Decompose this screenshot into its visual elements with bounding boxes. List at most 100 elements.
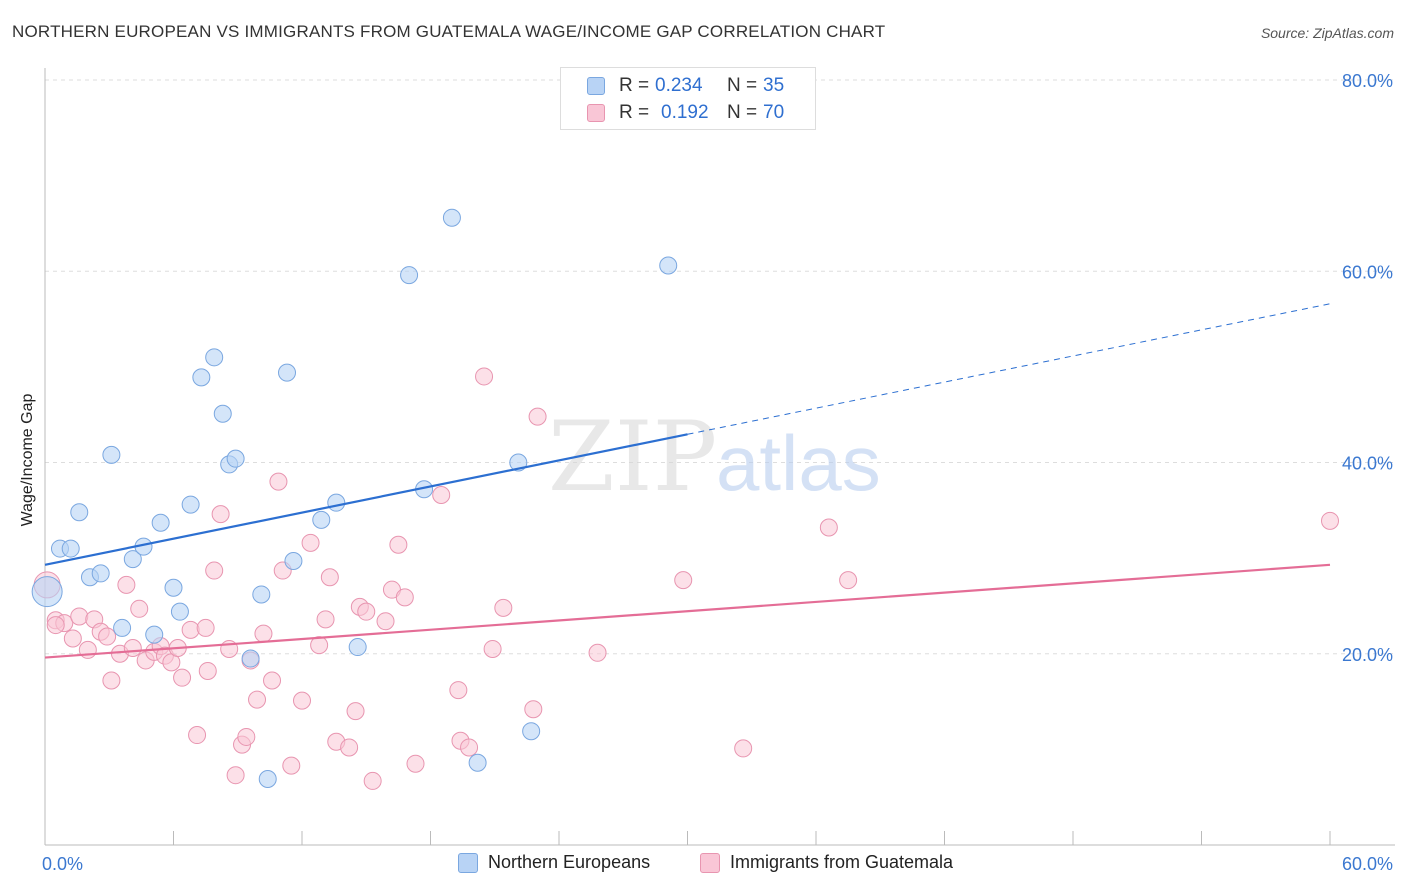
data-point-guatemala [196,618,215,637]
data-point-guatemala [376,612,395,631]
data-point-guatemala [98,627,117,646]
data-point-northern-european [312,510,331,529]
data-point-northern-european [91,564,110,583]
y-tick-label: 40.0% [1342,454,1393,474]
legend-n-label: N = [727,102,758,123]
data-point-northern-european [192,368,211,387]
data-point-guatemala [173,668,192,687]
data-point-northern-european [468,753,487,772]
data-point-northern-european [164,578,183,597]
data-point-guatemala [117,575,136,594]
northern-european-points [31,208,678,789]
legend-n-value: 35 [763,75,785,96]
legend-r-value: 0.192 [661,102,709,123]
legend-n-label: N = [727,75,758,96]
data-point-northern-european [327,493,346,512]
chart-title: NORTHERN EUROPEAN VS IMMIGRANTS FROM GUA… [12,22,886,41]
data-point-guatemala [346,702,365,721]
data-point-guatemala [237,727,256,746]
data-point-guatemala [483,639,502,658]
data-point-northern-european [31,576,63,608]
legend-row-northern-europeans: R = 0.234 N = 35 [587,74,784,98]
data-point-guatemala [123,639,142,658]
data-point-northern-european [278,363,297,382]
x-tick-label: 60.0% [1342,854,1393,874]
data-point-northern-european [205,348,224,367]
data-point-guatemala [363,771,382,790]
data-point-northern-european [252,585,271,604]
data-point-northern-european [181,495,200,514]
data-point-guatemala [819,518,838,537]
data-point-guatemala [340,738,359,757]
data-point-guatemala [734,739,753,758]
data-point-northern-european [442,208,461,227]
grid-lines [45,79,1395,655]
data-point-guatemala [320,568,339,587]
data-point-guatemala [528,407,547,426]
data-point-guatemala [205,561,224,580]
series-name-guatemala: Immigrants from Guatemala [730,852,954,872]
y-tick-label: 60.0% [1342,262,1393,282]
data-point-northern-european [151,513,170,532]
data-point-guatemala [494,598,513,617]
series-name-northern-europeans: Northern Europeans [488,852,651,872]
y-tick-label: 80.0% [1342,71,1393,91]
data-point-guatemala [248,690,267,709]
trend-line-guatemala [44,563,1331,659]
data-point-northern-european [102,445,121,464]
data-point-guatemala [475,367,494,386]
series-swatch-blue [458,852,478,873]
data-point-guatemala [263,671,282,690]
source-label: Source: ZipAtlas.com [1260,25,1394,41]
data-point-northern-european [241,649,260,668]
data-point-northern-european [70,503,89,522]
data-point-northern-european [284,551,303,570]
data-point-northern-european [61,539,80,558]
y-axis-label: Wage/Income Gap [19,393,36,527]
legend-r-value: 0.234 [655,75,703,96]
y-tick-label: 20.0% [1342,645,1393,665]
data-point-guatemala [46,616,65,635]
data-point-northern-european [522,722,541,741]
trend-lines [44,303,1331,659]
data-point-guatemala [395,588,414,607]
x-tick-label: 0.0% [42,854,83,874]
data-point-northern-european [123,550,142,569]
data-point-guatemala [293,691,311,710]
data-point-guatemala [1321,511,1339,530]
series-legend-guatemala: Immigrants from Guatemala [700,852,953,873]
data-point-guatemala [282,756,301,775]
data-point-guatemala [460,738,479,757]
series-legend-northern-europeans: Northern Europeans [458,852,650,873]
data-point-guatemala [254,624,273,643]
data-point-guatemala [389,535,408,554]
legend-r-label: R = [619,75,650,96]
guatemala-points [33,367,1339,790]
data-point-guatemala [181,620,200,639]
data-point-guatemala [188,726,207,745]
legend-r-label: R = [619,102,650,123]
data-point-guatemala [588,643,607,662]
data-point-northern-european [226,449,245,468]
legend-n-value: 70 [763,102,785,123]
data-point-northern-european [659,256,678,275]
data-point-northern-european [145,625,164,644]
data-point-guatemala [301,533,320,552]
data-point-northern-european [400,266,419,285]
data-point-guatemala [130,599,149,618]
correlation-legend: R = 0.234 N = 35 R = 0.192 N = 70 [560,67,816,130]
legend-row-guatemala: R = 0.192 N = 70 [587,101,784,125]
data-point-guatemala [269,472,288,491]
watermark: ZIP atlas [548,401,881,513]
trend-line-northern-europeans [44,433,688,566]
data-point-guatemala [70,607,89,626]
series-swatch-pink [700,852,720,873]
y-tick-labels: 20.0% 40.0% 60.0% 80.0% [1342,71,1393,665]
data-point-guatemala [357,602,376,621]
data-point-northern-european [113,618,132,637]
axes [44,68,1395,846]
data-point-guatemala [316,610,335,629]
data-point-guatemala [310,636,329,655]
data-point-guatemala [406,754,425,773]
